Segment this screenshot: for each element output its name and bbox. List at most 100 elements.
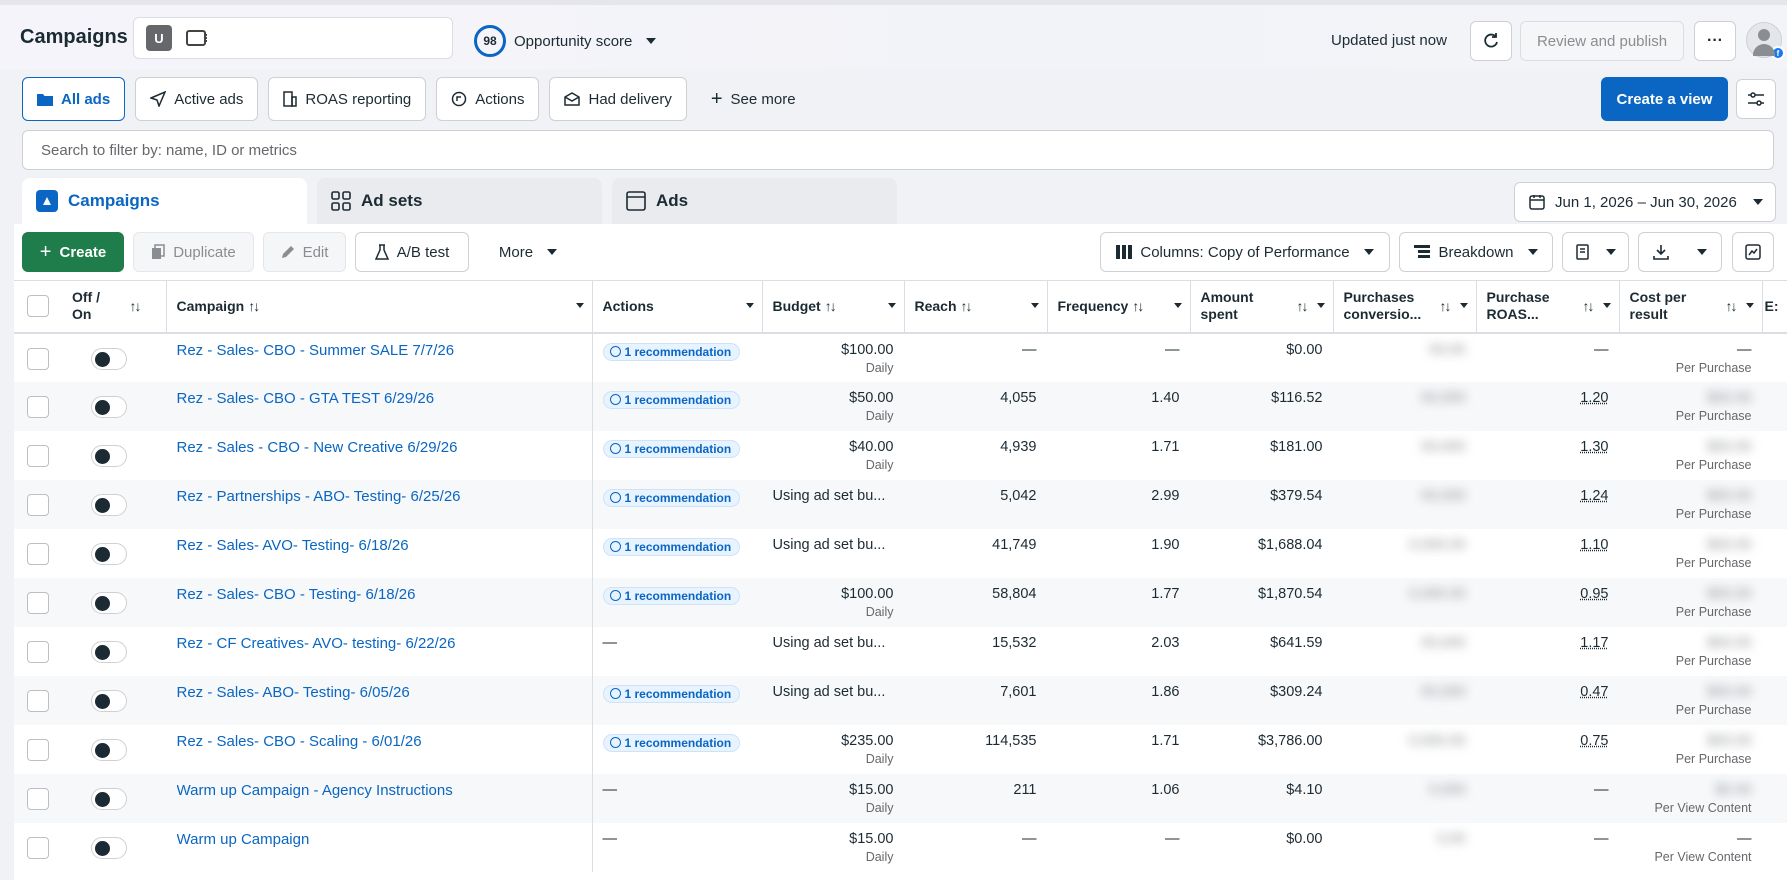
see-more-button[interactable]: + See more — [697, 77, 810, 121]
sort-icon[interactable]: ↑↓ — [1439, 298, 1452, 314]
export-dropdown[interactable] — [1638, 232, 1722, 272]
view-active-ads[interactable]: Active ads — [135, 77, 259, 121]
header-reach[interactable]: Reach ↑↓ — [904, 280, 1048, 334]
delivery-toggle[interactable] — [90, 836, 127, 859]
expand-button[interactable] — [1732, 232, 1774, 272]
recommendation-badge[interactable]: 1 recommendation — [602, 586, 741, 605]
campaign-name-link[interactable]: Rez - Sales- CBO - Summer SALE 7/7/26 — [176, 341, 455, 359]
view-had-delivery[interactable]: Had delivery — [549, 77, 687, 121]
search-input[interactable] — [41, 141, 1773, 159]
sort-icon[interactable]: ↑↓ — [248, 297, 260, 314]
ab-test-button[interactable]: A/B test — [355, 232, 469, 272]
sort-icon[interactable]: ↑↓ — [960, 297, 973, 314]
chevron-down-icon[interactable] — [1745, 303, 1754, 308]
table-row[interactable]: Rez - CF Creatives- AVO- testing- 6/22/2… — [14, 626, 1787, 676]
delivery-toggle[interactable] — [90, 591, 127, 614]
review-and-publish-button[interactable]: Review and publish — [1520, 21, 1684, 61]
table-row[interactable]: Rez - Sales- CBO - Summer SALE 7/7/26 1 … — [14, 332, 1787, 382]
delivery-toggle[interactable] — [90, 640, 127, 663]
more-dropdown[interactable]: More — [478, 232, 578, 272]
chevron-down-icon[interactable] — [1602, 303, 1611, 308]
header-extra[interactable]: E: — [1762, 280, 1787, 334]
reports-dropdown[interactable] — [1562, 232, 1629, 272]
row-checkbox[interactable] — [26, 836, 49, 859]
chevron-down-icon[interactable] — [1316, 303, 1325, 308]
table-row[interactable]: Warm up Campaign - Agency Instructions —… — [14, 773, 1787, 823]
row-checkbox[interactable] — [26, 787, 49, 810]
delivery-toggle[interactable] — [90, 444, 127, 467]
campaign-name-link[interactable]: Rez - Sales- CBO - GTA TEST 6/29/26 — [176, 389, 435, 407]
row-checkbox[interactable] — [26, 689, 49, 712]
sort-icon[interactable]: ↑↓ — [1725, 298, 1738, 314]
delivery-toggle[interactable] — [90, 542, 127, 565]
row-checkbox[interactable] — [26, 444, 49, 467]
campaign-name-link[interactable]: Rez - Sales- CBO - Scaling - 6/01/26 — [176, 732, 422, 750]
table-row[interactable]: Rez - Sales- AVO- Testing- 6/18/26 1 rec… — [14, 528, 1787, 578]
sort-icon[interactable]: ↑↓ — [129, 298, 142, 314]
campaign-name-link[interactable]: Rez - CF Creatives- AVO- testing- 6/22/2… — [176, 634, 456, 652]
tab-ad-sets[interactable]: Ad sets — [317, 178, 602, 224]
campaign-name-link[interactable]: Warm up Campaign - Agency Instructions — [176, 781, 453, 799]
header-actions[interactable]: Actions — [592, 280, 763, 334]
recommendation-badge[interactable]: 1 recommendation — [602, 733, 741, 752]
delivery-toggle[interactable] — [90, 493, 127, 516]
more-options-button[interactable]: ··· — [1694, 21, 1736, 61]
view-actions[interactable]: Actions — [436, 77, 540, 121]
tab-ads[interactable]: Ads — [612, 178, 897, 224]
delivery-toggle[interactable] — [90, 689, 127, 712]
recommendation-badge[interactable]: 1 recommendation — [602, 439, 741, 458]
row-checkbox[interactable] — [26, 542, 49, 565]
campaign-name-link[interactable]: Rez - Sales- ABO- Testing- 6/05/26 — [176, 683, 410, 701]
refresh-button[interactable] — [1470, 21, 1512, 61]
table-row[interactable]: Warm up Campaign — $15.00 Daily — — $0.00… — [14, 822, 1787, 872]
row-checkbox[interactable] — [26, 395, 49, 418]
row-checkbox[interactable] — [26, 738, 49, 761]
campaign-name-link[interactable]: Rez - Partnerships - ABO- Testing- 6/25/… — [176, 487, 461, 505]
edit-button[interactable]: Edit — [263, 232, 346, 272]
recommendation-badge[interactable]: 1 recommendation — [602, 342, 741, 361]
breakdown-dropdown[interactable]: Breakdown — [1399, 232, 1553, 272]
recommendation-badge[interactable]: 1 recommendation — [602, 390, 741, 409]
row-checkbox[interactable] — [26, 493, 49, 516]
table-row[interactable]: Rez - Sales - CBO - New Creative 6/29/26… — [14, 430, 1787, 480]
sort-icon[interactable]: ↑↓ — [824, 297, 837, 314]
chevron-down-icon[interactable] — [1459, 303, 1468, 308]
sort-icon[interactable]: ↑↓ — [1296, 298, 1309, 314]
chevron-down-icon[interactable] — [1173, 303, 1182, 308]
header-amount-spent[interactable]: Amount spent ↑↓ — [1190, 280, 1334, 334]
create-button[interactable]: + Create — [22, 232, 124, 272]
campaign-name-link[interactable]: Warm up Campaign — [176, 830, 310, 848]
row-checkbox[interactable] — [26, 591, 49, 614]
chevron-down-icon[interactable] — [1030, 303, 1039, 308]
recommendation-badge[interactable]: 1 recommendation — [602, 537, 741, 556]
header-budget[interactable]: Budget ↑↓ — [762, 280, 905, 334]
table-row[interactable]: Rez - Sales- ABO- Testing- 6/05/26 1 rec… — [14, 675, 1787, 725]
header-off-on[interactable]: Off / On ↑↓ — [62, 280, 167, 334]
recommendation-badge[interactable]: 1 recommendation — [602, 488, 741, 507]
view-settings-button[interactable] — [1736, 79, 1776, 119]
delivery-toggle[interactable] — [90, 395, 127, 418]
header-cost-per-result[interactable]: Cost per result ↑↓ — [1619, 280, 1763, 334]
header-campaign[interactable]: Campaign ↑↓ — [166, 280, 593, 334]
table-row[interactable]: Rez - Sales- CBO - GTA TEST 6/29/26 1 re… — [14, 381, 1787, 431]
table-row[interactable]: Rez - Sales- CBO - Testing- 6/18/26 1 re… — [14, 577, 1787, 627]
row-checkbox[interactable] — [26, 347, 49, 370]
header-purchases[interactable]: Purchases conversio... ↑↓ — [1333, 280, 1477, 334]
delivery-toggle[interactable] — [90, 738, 127, 761]
campaign-name-link[interactable]: Rez - Sales- AVO- Testing- 6/18/26 — [176, 536, 409, 554]
sort-icon[interactable]: ↑↓ — [1132, 297, 1144, 314]
opportunity-score-dropdown[interactable]: 98 Opportunity score — [474, 25, 657, 57]
table-row[interactable]: Rez - Partnerships - ABO- Testing- 6/25/… — [14, 479, 1787, 529]
avatar[interactable]: f — [1746, 22, 1785, 60]
recommendation-badge[interactable]: 1 recommendation — [602, 684, 741, 703]
delivery-toggle[interactable] — [90, 787, 127, 810]
account-selector[interactable]: U — [133, 17, 453, 59]
date-range-picker[interactable]: Jun 1, 2026 – Jun 30, 2026 — [1514, 182, 1776, 222]
create-view-button[interactable]: Create a view — [1601, 77, 1728, 121]
header-purchase-roas[interactable]: Purchase ROAS... ↑↓ — [1476, 280, 1620, 334]
view-all-ads[interactable]: All ads — [22, 77, 126, 121]
tab-campaigns[interactable]: Campaigns — [22, 178, 307, 224]
header-frequency[interactable]: Frequency ↑↓ — [1047, 280, 1191, 334]
chevron-down-icon[interactable] — [887, 303, 896, 308]
campaign-name-link[interactable]: Rez - Sales- CBO - Testing- 6/18/26 — [176, 585, 416, 603]
